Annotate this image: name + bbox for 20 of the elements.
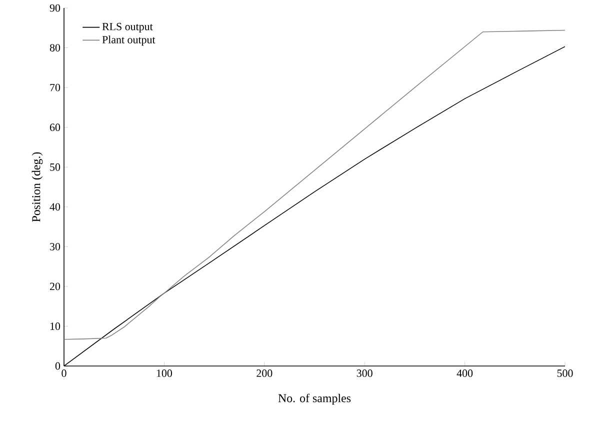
y-tick-label: 40 [50,203,60,211]
x-tick-label: 500 [557,370,573,377]
x-tick-label: 100 [156,370,172,377]
y-tick-label: 90 [50,4,60,12]
y-tick-label: 60 [50,124,60,132]
y-tick-label: 0 [55,362,60,370]
y-axis-title: Position (deg.) [32,152,43,222]
x-tick-label: 200 [256,370,272,377]
x-tick-label: 0 [62,370,66,377]
y-tick-label: 10 [50,322,60,330]
legend-label: RLS output [102,22,153,33]
y-tick-label: 20 [50,282,60,290]
y-tick-label: 70 [50,84,60,92]
y-tick-label: 50 [50,163,60,171]
x-tick-label: 400 [456,370,473,377]
x-tick-label: 300 [356,370,372,377]
y-tick-label: 30 [50,242,60,250]
x-axis-title: No. of samples [278,394,351,405]
legend-label: Plant output [102,36,156,46]
y-tick-label: 80 [50,44,60,52]
